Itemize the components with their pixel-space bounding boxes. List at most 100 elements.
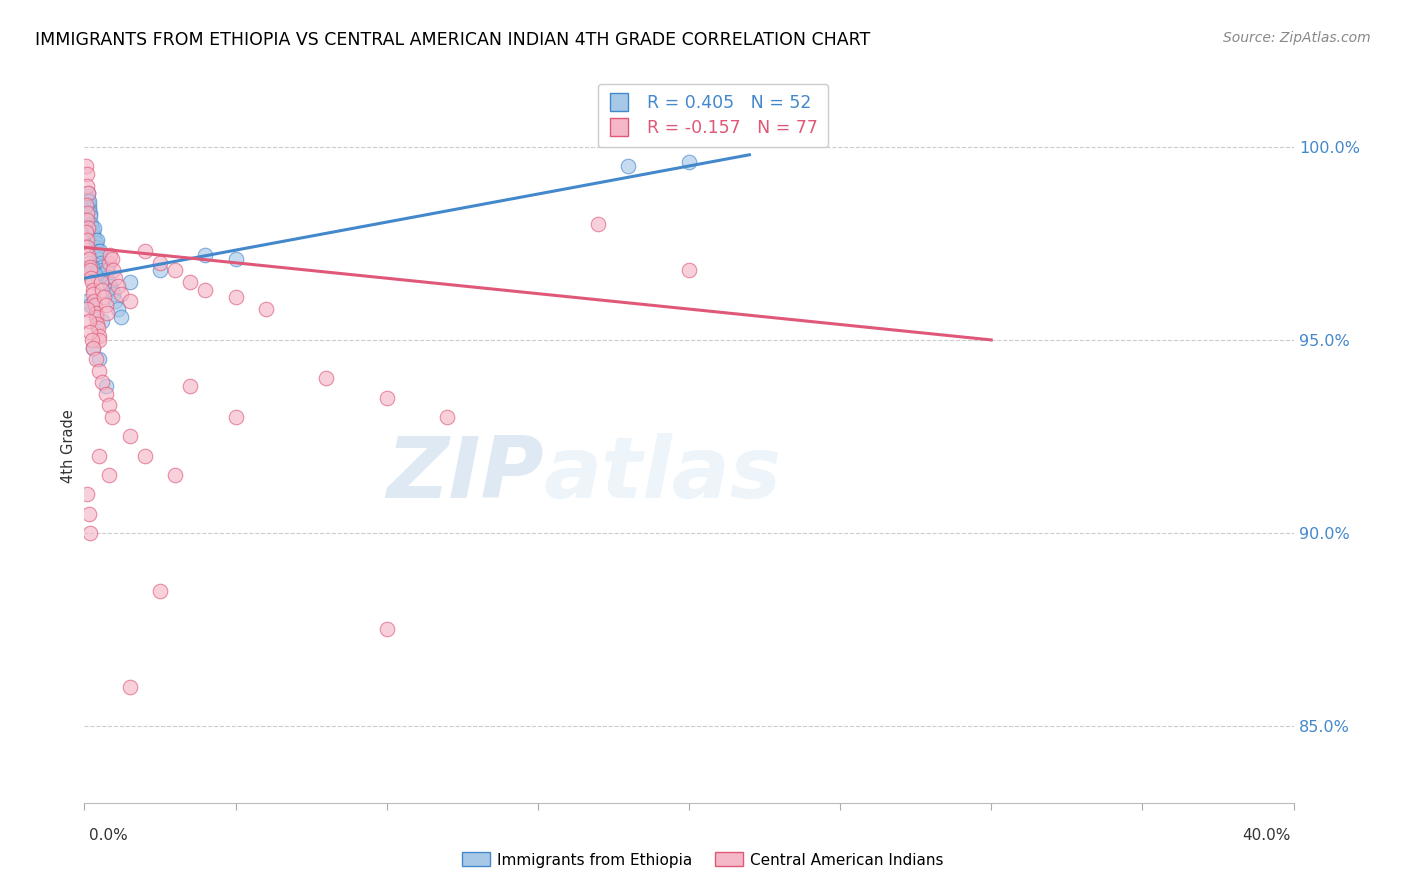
- Point: [82, 286, 104, 301]
- Point: [101, 263, 124, 277]
- Point: [91, 283, 114, 297]
- Point: [93, 291, 115, 305]
- Point: [254, 301, 277, 316]
- Point: [79, 205, 101, 219]
- Text: ZIP: ZIP: [387, 433, 544, 516]
- Point: [76, 294, 98, 309]
- Point: [86, 233, 108, 247]
- Point: [134, 449, 156, 463]
- Point: [83, 221, 105, 235]
- Point: [110, 286, 132, 301]
- Point: [149, 256, 172, 270]
- Point: [678, 155, 700, 169]
- Point: [179, 379, 201, 393]
- Point: [118, 275, 141, 289]
- Point: [94, 271, 117, 285]
- Point: [75, 225, 97, 239]
- Point: [225, 291, 247, 305]
- Point: [80, 221, 103, 235]
- Point: [86, 352, 108, 367]
- Point: [97, 256, 120, 270]
- Point: [97, 467, 120, 482]
- Point: [82, 228, 104, 243]
- Point: [87, 244, 110, 259]
- Point: [75, 198, 97, 212]
- Point: [107, 279, 129, 293]
- Point: [80, 217, 103, 231]
- Text: Source: ZipAtlas.com: Source: ZipAtlas.com: [1223, 31, 1371, 45]
- Point: [80, 275, 103, 289]
- Point: [82, 341, 104, 355]
- Point: [80, 260, 103, 274]
- Point: [678, 263, 700, 277]
- Point: [101, 286, 124, 301]
- Point: [93, 268, 115, 282]
- Point: [77, 194, 100, 208]
- Point: [89, 252, 111, 266]
- Point: [96, 306, 118, 320]
- Point: [225, 252, 247, 266]
- Point: [77, 186, 100, 201]
- Y-axis label: 4th Grade: 4th Grade: [60, 409, 76, 483]
- Point: [83, 294, 105, 309]
- Point: [94, 387, 117, 401]
- Point: [76, 205, 98, 219]
- Legend: Immigrants from Ethiopia, Central American Indians: Immigrants from Ethiopia, Central Americ…: [456, 847, 950, 873]
- Point: [76, 487, 98, 501]
- Point: [75, 194, 97, 208]
- Point: [84, 236, 107, 251]
- Point: [87, 321, 110, 335]
- Point: [82, 225, 104, 239]
- Point: [110, 310, 132, 324]
- Point: [118, 294, 141, 309]
- Legend:   R = 0.405   N = 52,   R = -0.157   N = 77: R = 0.405 N = 52, R = -0.157 N = 77: [598, 84, 828, 147]
- Point: [149, 583, 172, 598]
- Point: [86, 310, 108, 324]
- Point: [80, 333, 103, 347]
- Point: [91, 313, 114, 327]
- Point: [79, 263, 101, 277]
- Point: [76, 178, 98, 193]
- Point: [107, 301, 129, 316]
- Point: [375, 622, 398, 636]
- Point: [79, 325, 101, 339]
- Point: [76, 213, 98, 227]
- Point: [76, 233, 98, 247]
- Point: [76, 167, 98, 181]
- Point: [134, 244, 156, 259]
- Point: [77, 313, 100, 327]
- Point: [104, 271, 127, 285]
- Text: 0.0%: 0.0%: [89, 829, 128, 843]
- Point: [97, 275, 120, 289]
- Point: [118, 429, 141, 443]
- Point: [97, 399, 120, 413]
- Point: [90, 260, 112, 274]
- Point: [89, 364, 111, 378]
- Point: [77, 221, 100, 235]
- Point: [179, 275, 201, 289]
- Point: [91, 263, 114, 277]
- Text: atlas: atlas: [544, 433, 782, 516]
- Point: [79, 525, 101, 540]
- Point: [82, 283, 104, 297]
- Text: IMMIGRANTS FROM ETHIOPIA VS CENTRAL AMERICAN INDIAN 4TH GRADE CORRELATION CHART: IMMIGRANTS FROM ETHIOPIA VS CENTRAL AMER…: [35, 31, 870, 49]
- Point: [165, 467, 187, 482]
- Point: [94, 379, 117, 393]
- Point: [436, 410, 458, 425]
- Point: [84, 233, 107, 247]
- Point: [84, 298, 107, 312]
- Point: [77, 248, 100, 262]
- Point: [77, 252, 100, 266]
- Point: [90, 256, 112, 270]
- Point: [76, 198, 98, 212]
- Point: [76, 240, 98, 254]
- Text: 40.0%: 40.0%: [1243, 829, 1291, 843]
- Point: [77, 194, 100, 208]
- Point: [89, 449, 111, 463]
- Point: [91, 376, 114, 390]
- Point: [87, 248, 110, 262]
- Point: [315, 371, 337, 385]
- Point: [76, 190, 98, 204]
- Point: [77, 198, 100, 212]
- Point: [77, 507, 100, 521]
